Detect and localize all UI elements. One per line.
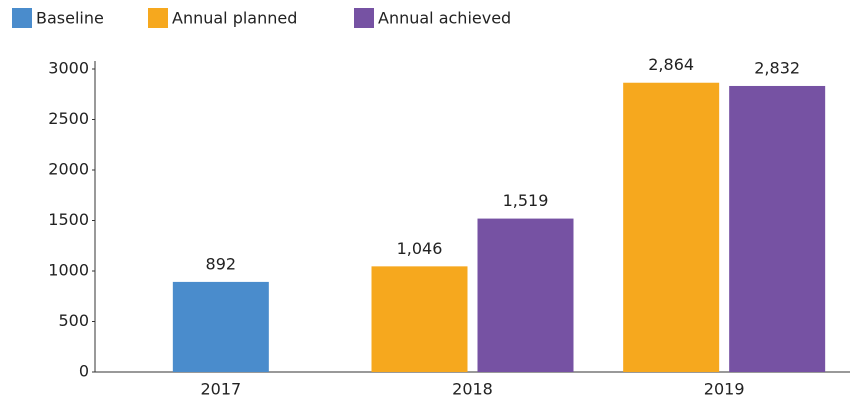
value-label: 1,046 [397, 239, 443, 258]
y-tick-label: 500 [58, 311, 89, 330]
y-tick-label: 3000 [48, 59, 89, 78]
y-tick-label: 0 [79, 362, 89, 381]
value-label: 892 [206, 254, 237, 273]
legend-label: Baseline [36, 9, 104, 28]
y-tick-label: 1000 [48, 261, 89, 280]
value-label: 1,519 [503, 191, 549, 210]
x-tick-label: 2018 [452, 380, 493, 399]
bar [371, 266, 468, 372]
value-label: 2,864 [648, 55, 694, 74]
legend-swatch [354, 8, 374, 28]
value-label: 2,832 [754, 58, 800, 77]
bar [623, 82, 720, 373]
bar [729, 85, 826, 372]
x-tick-label: 2017 [200, 380, 241, 399]
y-tick-label: 2000 [48, 160, 89, 179]
legend-swatch [12, 8, 32, 28]
bar [172, 281, 269, 372]
y-tick-label: 1500 [48, 210, 89, 229]
x-tick-label: 2019 [704, 380, 745, 399]
bar [477, 218, 574, 372]
legend-swatch [148, 8, 168, 28]
y-tick-label: 2500 [48, 109, 89, 128]
legend-label: Annual planned [172, 9, 297, 28]
legend-label: Annual achieved [378, 9, 511, 28]
